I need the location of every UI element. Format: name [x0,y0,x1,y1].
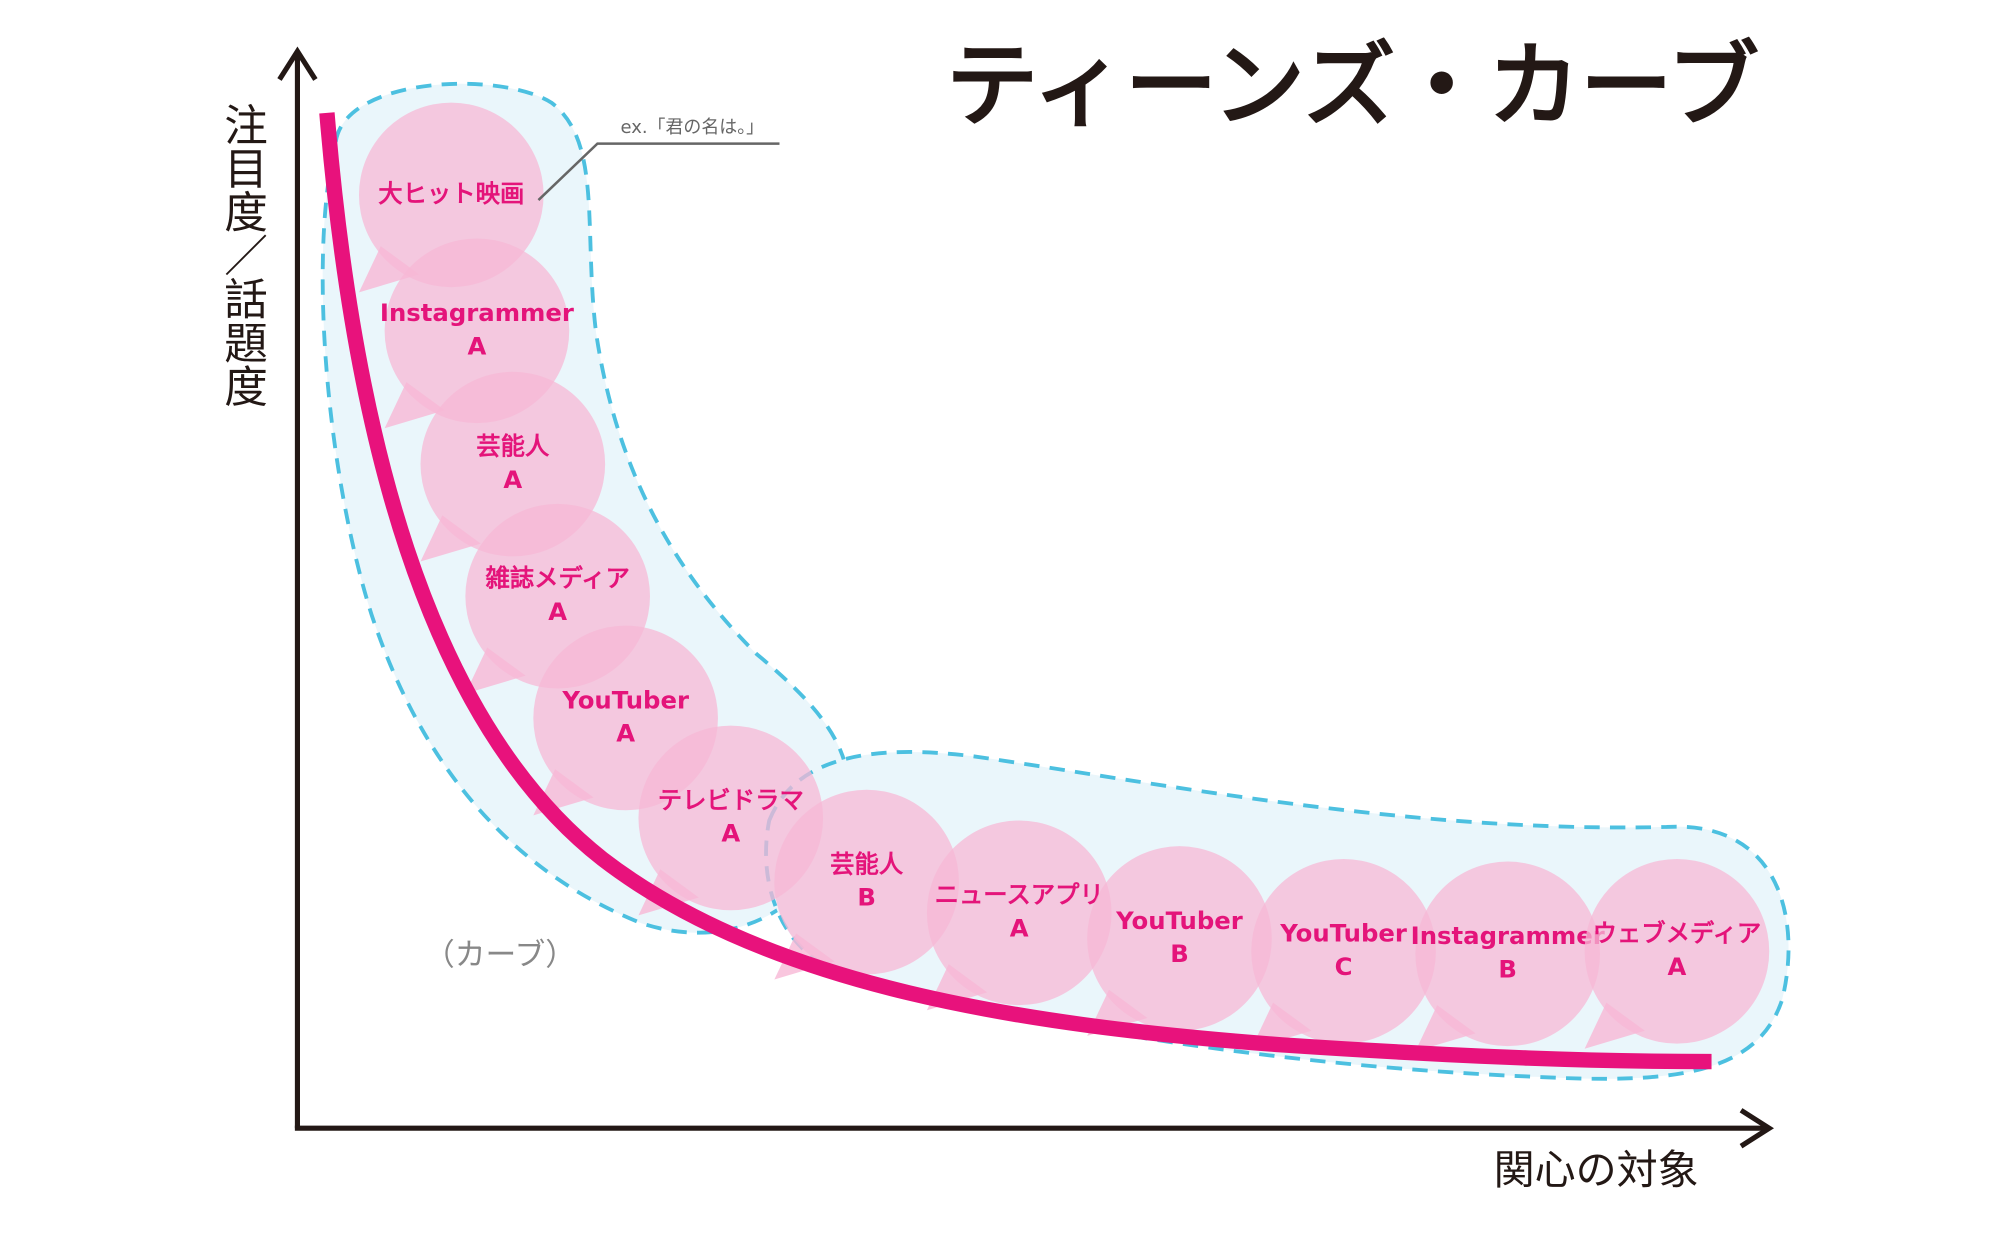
bubble-label: 大ヒット映画 [378,179,524,208]
bubble: ウェブメディア A [1584,858,1770,1049]
bubble-label: ウェブメディア [1593,919,1762,948]
bubble-label: A [1010,913,1029,942]
bubble-tail [384,382,445,429]
bubble-label: 芸能人 [476,431,550,460]
y-axis-label: 注目度／話題度 [216,103,267,408]
bubble-label: B [1170,939,1189,968]
bubble-tail [358,246,420,293]
bubble-circle [1087,846,1272,1031]
bubble: Instagrammer B [1411,861,1605,1052]
bubble-label: YouTuber [1115,906,1243,935]
bubble-label: B [857,883,876,912]
annotation: ex.「君の名は。」 [620,117,764,138]
x-axis-label: 関心の対象 [1494,1146,1699,1194]
bubble-label: A [503,465,522,494]
leader-line [537,142,780,201]
bubble-tail [420,515,481,562]
bubble-label: A [548,597,567,626]
bubble-tail [1415,1005,1476,1052]
x-axis-arrow [1739,1108,1775,1149]
curve-label: （カーブ） [424,937,576,973]
bubble-label: 雑誌メディア [485,564,630,593]
bubble-label: A [721,819,740,848]
curve [319,112,1712,1070]
bubble-label: YouTuber [561,685,689,714]
title: ティーンズ・カーブ [946,32,1759,140]
bubble-circle [926,820,1112,1006]
bubble-label: A [616,719,635,748]
bubble-label: A [468,331,487,360]
bubble-label: ニュースアプリ [935,880,1104,909]
bubble-circle [1584,858,1770,1044]
bubble-circle [774,789,959,975]
bubble-label: Instagrammer [380,298,574,327]
bubble-circle [1251,858,1436,1044]
bubble-label: Instagrammer [1411,921,1605,950]
bubble-tail [465,647,526,694]
bubble-label: YouTuber [1279,919,1407,948]
bubble-tail [638,869,699,916]
bubble-tail [1584,1002,1645,1049]
bubble-label: A [1668,952,1687,981]
bubble-label: テレビドラマ [658,785,804,814]
y-axis-arrow [277,46,318,81]
bubble-label: C [1335,952,1353,981]
bubble-label: 芸能人 [830,849,904,878]
bubble-circle [1415,861,1600,1047]
bubble-label: B [1498,955,1517,984]
